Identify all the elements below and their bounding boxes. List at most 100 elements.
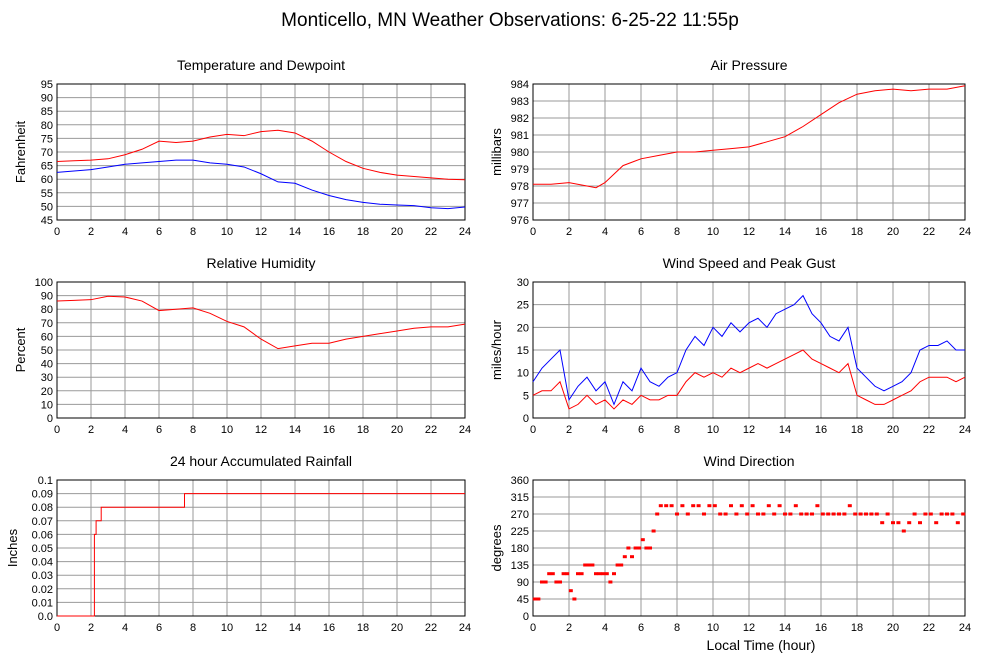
data-point xyxy=(648,546,652,550)
y-tick-label: 315 xyxy=(511,492,529,504)
x-tick-label: 10 xyxy=(221,424,233,436)
data-point xyxy=(815,504,820,508)
x-tick-label: 4 xyxy=(602,424,608,436)
x-tick-label: 0 xyxy=(54,226,60,238)
data-point xyxy=(680,504,685,508)
y-tick-label: 60 xyxy=(41,331,53,343)
data-point xyxy=(934,521,939,525)
x-tick-label: 18 xyxy=(851,424,863,436)
data-point xyxy=(869,512,874,516)
y-tick-label: 45 xyxy=(41,215,53,227)
data-point xyxy=(729,504,733,508)
data-point xyxy=(864,512,868,516)
x-tick-label: 24 xyxy=(959,226,971,238)
data-point xyxy=(950,512,955,516)
x-tick-label: 16 xyxy=(323,622,335,634)
data-point xyxy=(847,504,852,508)
data-point xyxy=(630,555,634,559)
x-tick-label: 6 xyxy=(156,424,162,436)
x-tick-label: 2 xyxy=(566,226,572,238)
x-tick-label: 12 xyxy=(255,424,267,436)
data-point xyxy=(554,580,559,584)
series-line-1 xyxy=(57,493,465,617)
y-tick-label: 80 xyxy=(41,120,53,132)
data-point xyxy=(885,512,890,516)
page-title: Monticello, MN Weather Observations: 6-2… xyxy=(281,10,739,31)
data-point xyxy=(945,512,949,516)
x-tick-label: 20 xyxy=(887,622,899,634)
y-tick-label: 75 xyxy=(41,133,53,145)
y-tick-label: 980 xyxy=(511,147,529,159)
y-tick-label: 80 xyxy=(41,304,53,316)
x-tick-label: 22 xyxy=(425,226,437,238)
y-tick-label: 0.01 xyxy=(32,597,53,609)
chart-panels: 0 2 4 6 8 10 12 14 16 18 20 22 244550556065707580859… xyxy=(5,57,971,634)
y-axis-label: Inches xyxy=(5,528,20,567)
data-point xyxy=(756,512,760,516)
x-tick-label: 20 xyxy=(391,424,403,436)
x-tick-label: 22 xyxy=(923,424,935,436)
y-tick-label: 978 xyxy=(511,181,529,193)
y-tick-label: 45 xyxy=(517,594,529,606)
data-point xyxy=(579,572,584,576)
data-point xyxy=(918,521,922,525)
y-tick-label: 15 xyxy=(517,345,529,357)
x-tick-label: 16 xyxy=(815,226,827,238)
y-tick-label: 10 xyxy=(41,399,53,411)
y-tick-label: 25 xyxy=(517,300,529,312)
data-point xyxy=(820,512,825,516)
x-tick-label: 16 xyxy=(323,424,335,436)
y-tick-label: 70 xyxy=(41,318,53,330)
x-tick-label: 18 xyxy=(357,622,369,634)
x-tick-label: 12 xyxy=(255,622,267,634)
data-point xyxy=(891,521,895,525)
x-tick-label: 12 xyxy=(255,226,267,238)
chart-title: Temperature and Dewpoint xyxy=(177,57,345,73)
y-tick-label: 976 xyxy=(511,215,529,227)
data-point xyxy=(766,504,771,508)
chart-title: Wind Speed and Peak Gust xyxy=(663,255,836,271)
chart-title: Wind Direction xyxy=(703,453,794,469)
y-tick-label: 0.03 xyxy=(32,570,53,582)
data-point xyxy=(691,504,696,508)
x-tick-label: 4 xyxy=(122,226,128,238)
x-tick-label: 4 xyxy=(122,622,128,634)
y-tick-label: 981 xyxy=(511,130,529,142)
x-tick-label: 18 xyxy=(851,226,863,238)
y-tick-label: 225 xyxy=(511,526,529,538)
data-point xyxy=(718,512,723,516)
data-point xyxy=(608,580,613,584)
x-tick-label: 6 xyxy=(638,226,644,238)
x-tick-label: 14 xyxy=(779,622,791,634)
x-tick-label: 10 xyxy=(221,622,233,634)
y-tick-label: 270 xyxy=(511,509,529,521)
x-tick-label: 24 xyxy=(459,424,471,436)
series-line-1 xyxy=(532,349,966,410)
data-point xyxy=(955,521,960,525)
data-point xyxy=(707,504,712,508)
chart-panel-2: 0 2 4 6 8 10 12 14 16 18 20 22 249769779789799809819… xyxy=(489,57,971,238)
data-point xyxy=(858,512,863,516)
data-point xyxy=(907,521,912,525)
data-point xyxy=(702,512,706,516)
data-point xyxy=(615,563,620,567)
data-point xyxy=(619,563,624,567)
x-tick-label: 2 xyxy=(88,226,94,238)
x-tick-label: 22 xyxy=(923,226,935,238)
plot-frame xyxy=(532,83,966,221)
data-point xyxy=(644,546,649,550)
y-tick-label: 0 xyxy=(523,413,529,425)
x-tick-label: 10 xyxy=(707,622,719,634)
x-tick-label: 0 xyxy=(54,622,60,634)
data-point xyxy=(745,512,750,516)
data-point xyxy=(799,512,804,516)
y-tick-label: 0.0 xyxy=(38,611,53,623)
y-tick-label: 5 xyxy=(523,390,529,402)
x-tick-label: 16 xyxy=(815,622,827,634)
data-point xyxy=(788,512,793,516)
data-point xyxy=(583,563,588,567)
data-point xyxy=(804,512,809,516)
x-tick-label: 2 xyxy=(566,622,572,634)
